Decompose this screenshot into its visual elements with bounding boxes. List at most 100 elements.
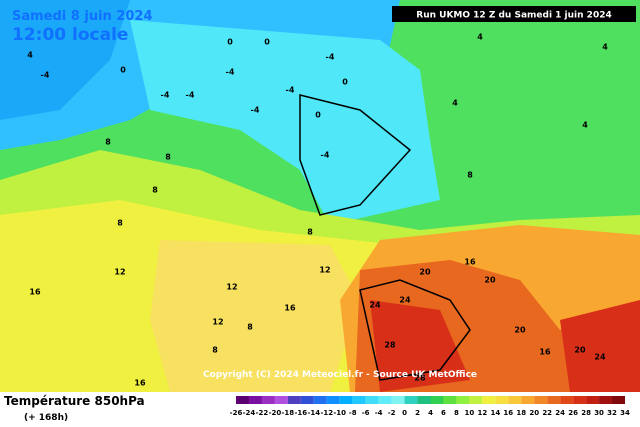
legend-tick-label: 16 [503, 409, 513, 417]
contour-label: -4 [286, 86, 295, 95]
legend-tick-label: -16 [295, 409, 308, 417]
contour-label: -4 [226, 68, 235, 77]
legend-tick-label: 32 [607, 409, 617, 417]
contour-label: 20 [574, 346, 586, 355]
contour-label: -4 [326, 53, 335, 62]
contour-label: 4 [27, 51, 33, 60]
legend-swatch [521, 396, 535, 404]
legend-swatch [599, 396, 613, 404]
contour-label: 24 [594, 353, 606, 362]
cool-region [130, 20, 440, 225]
legend-swatch [404, 396, 418, 404]
legend-swatch [339, 396, 353, 404]
legend: -26 -24 -22 -20 -18 -16 -14 -12 -10 -8 -6 -4 -2 0 2 4 6 8… [230, 396, 630, 417]
legend-tick-label: -4 [375, 409, 383, 417]
contour-label: 0 [120, 66, 126, 75]
contour-label: 8 [247, 323, 253, 332]
legend-swatch [508, 396, 522, 404]
legend-swatch [313, 396, 327, 404]
legend-tick-label: 0 [402, 409, 407, 417]
contour-label: 16 [464, 258, 476, 267]
legend-swatch [586, 396, 600, 404]
legend-tick-label: 12 [477, 409, 487, 417]
hot-region [560, 300, 640, 392]
warm-region [150, 240, 360, 392]
contour-label: 24 [399, 296, 411, 305]
legend-tick-label: 26 [568, 409, 578, 417]
legend-tick-label: -14 [307, 409, 320, 417]
legend-tick-label: -8 [349, 409, 357, 417]
legend-tick-label: -22 [256, 409, 269, 417]
contour-label: 16 [284, 304, 296, 313]
contour-label: 12 [226, 283, 237, 292]
contour-label: -4 [186, 91, 195, 100]
coastline [359, 279, 471, 381]
run-info: Run UKMO 12 Z du Samedi 1 juin 2024 [416, 11, 611, 21]
legend-swatch [612, 396, 625, 404]
legend-tick-label: 20 [529, 409, 539, 417]
legend-tick-label: 30 [594, 409, 604, 417]
legend-tick-label: 18 [516, 409, 526, 417]
contour-label: -4 [161, 91, 170, 100]
legend-swatch [547, 396, 561, 404]
legend-swatch [443, 396, 457, 404]
legend-tick-label: 4 [428, 409, 433, 417]
legend-tick-label: 14 [490, 409, 500, 417]
contour-label: 0 [315, 111, 321, 120]
contour-label: 20 [419, 268, 431, 277]
contour-label: 8 [117, 219, 123, 228]
hot-region [370, 300, 470, 392]
legend-swatch [469, 396, 483, 404]
contour-label: 28 [414, 374, 426, 383]
legend-tick-label: -24 [243, 409, 256, 417]
legend-tick-label: 2 [415, 409, 420, 417]
contour-labels: 0 0 -4 -4 0 -4 -4 0 -4 0 -4 -4 -4 4 4 4 4 4 8 8 8 8 8 8 12 12 12 16… [27, 33, 608, 388]
contour-label: 0 [342, 78, 348, 87]
legend-tick-label: -2 [388, 409, 396, 417]
legend-swatch [261, 396, 275, 404]
contour-label: 20 [484, 276, 496, 285]
forecast-time: 12:00 locale [12, 25, 128, 45]
cold-region [0, 0, 130, 120]
legend-swatch [236, 396, 249, 404]
footer-lead: (+ 168h) [24, 413, 68, 423]
legend-tick-label: -6 [362, 409, 370, 417]
legend-swatch [417, 396, 431, 404]
legend-tick-label: 22 [542, 409, 552, 417]
contour-label: 24 [369, 301, 381, 310]
contour-label: 4 [582, 121, 588, 130]
contour-label: 4 [452, 99, 458, 108]
contour-label: 12 [212, 318, 223, 327]
contour-label: 20 [514, 326, 526, 335]
contour-label: 28 [384, 341, 396, 350]
legend-tick-label: -12 [320, 409, 333, 417]
legend-tick-label: -26 [230, 409, 243, 417]
legend-swatch [378, 396, 392, 404]
contour-label: 16 [134, 379, 146, 388]
legend-swatch [430, 396, 444, 404]
coastline [299, 94, 412, 216]
legend-tick-label: 8 [454, 409, 459, 417]
legend-swatch [287, 396, 301, 404]
legend-tick-label: 10 [465, 409, 475, 417]
legend-swatch [573, 396, 587, 404]
contour-label: 8 [105, 138, 111, 147]
contour-label: -4 [41, 71, 50, 80]
contour-label: 8 [152, 186, 158, 195]
contour-label: 16 [539, 348, 551, 357]
footer-title: Température 850hPa [4, 394, 145, 408]
contour-label: -4 [321, 151, 330, 160]
legend-tick-label: 24 [555, 409, 565, 417]
legend-swatch [300, 396, 314, 404]
contour-label: 0 [264, 38, 270, 47]
legend-tick-label: -20 [269, 409, 282, 417]
contour-label: 8 [307, 228, 313, 237]
contour-label: 4 [477, 33, 483, 42]
legend-tick-label: 34 [620, 409, 630, 417]
legend-tick-label: 6 [441, 409, 446, 417]
legend-swatch [248, 396, 262, 404]
legend-swatch [534, 396, 548, 404]
legend-swatch [365, 396, 379, 404]
